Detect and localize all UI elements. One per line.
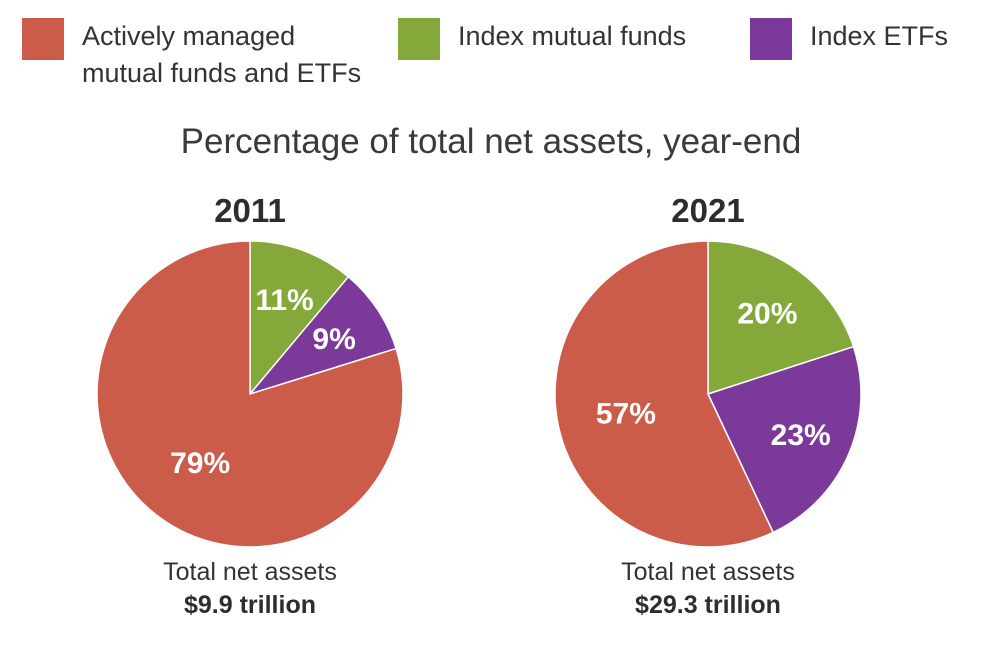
legend-label-index-etfs: Index ETFs (810, 21, 949, 51)
legend-item-index-etfs: Index ETFs (750, 18, 948, 60)
pie-slice-2021-0 (707, 240, 855, 396)
pie-slice-2021-2 (554, 240, 775, 548)
pie-label-2021-1: 23% (771, 419, 831, 452)
legend: Actively managed mutual funds and ETFs I… (0, 0, 982, 110)
pie-footer-value-2021: $29.3 trillion (635, 591, 781, 619)
legend-item-active: Actively managed mutual funds and ETFs (22, 18, 361, 92)
legend-item-index-mutual-funds: Index mutual funds (398, 18, 686, 60)
pie-label-2011-1: 9% (312, 323, 355, 356)
legend-label-index-mutual-funds: Index mutual funds (458, 21, 687, 51)
pie-label-2011-0: 11% (255, 284, 313, 317)
legend-swatch-index-mutual-funds (398, 18, 440, 60)
pie-footer-label-2011: Total net assets (163, 558, 337, 586)
chart-title: Percentage of total net assets, year-end (180, 122, 802, 161)
pie-year-2011: 2011 (214, 192, 286, 229)
pie-footer-label-2021: Total net assets (621, 558, 795, 586)
pie-slice-2011-0 (249, 240, 350, 397)
pie-label-2021-2: 57% (596, 397, 656, 430)
pie-slice-2011-2 (96, 240, 404, 548)
legend-label-active-line2: mutual funds and ETFs (82, 58, 362, 88)
legend-swatch-active (22, 18, 64, 60)
pie-label-2011-2: 79% (170, 447, 230, 480)
legend-label-active-line1: Actively managed (82, 21, 296, 51)
pie-slice-2021-1 (706, 345, 862, 534)
pie-label-2021-0: 20% (737, 297, 797, 330)
pie-year-2021: 2021 (671, 192, 744, 229)
pie-slice-2011-1 (247, 275, 398, 396)
legend-swatch-index-etfs (750, 18, 792, 60)
pie-footer-value-2011: $9.9 trillion (184, 591, 316, 619)
